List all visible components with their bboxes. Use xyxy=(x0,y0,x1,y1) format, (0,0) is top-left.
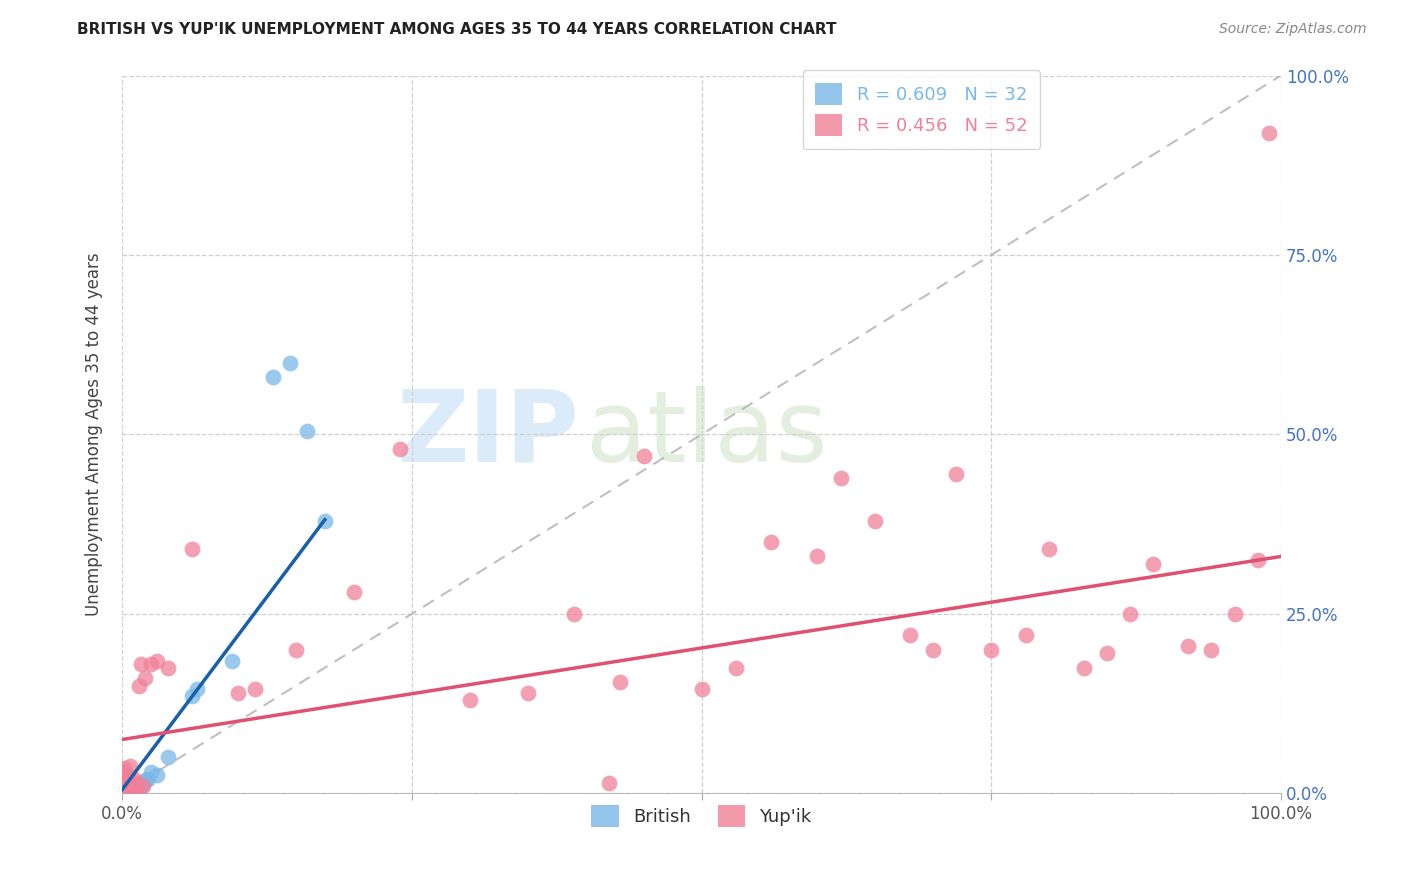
Point xyxy=(980,642,1002,657)
Point xyxy=(118,786,141,800)
Point xyxy=(127,780,149,795)
Point xyxy=(112,764,135,779)
Point xyxy=(117,784,139,798)
Text: BRITISH VS YUP'IK UNEMPLOYMENT AMONG AGES 35 TO 44 YEARS CORRELATION CHART: BRITISH VS YUP'IK UNEMPLOYMENT AMONG AGE… xyxy=(77,22,837,37)
Point xyxy=(690,682,713,697)
Point xyxy=(136,772,159,786)
Point xyxy=(111,772,134,786)
Point xyxy=(139,764,162,779)
Point xyxy=(1223,607,1246,621)
Point xyxy=(278,356,301,370)
Point xyxy=(122,772,145,786)
Point xyxy=(114,779,136,793)
Point xyxy=(865,514,887,528)
Point xyxy=(120,786,142,800)
Point xyxy=(128,679,150,693)
Point xyxy=(1142,557,1164,571)
Point xyxy=(1119,607,1142,621)
Legend: British, Yup'ik: British, Yup'ik xyxy=(585,798,818,835)
Point xyxy=(127,775,149,789)
Point xyxy=(122,779,145,793)
Point xyxy=(117,768,139,782)
Point xyxy=(922,642,945,657)
Point xyxy=(245,682,267,697)
Point xyxy=(127,779,149,793)
Point xyxy=(806,549,828,564)
Point xyxy=(117,775,139,789)
Point xyxy=(314,514,336,528)
Text: Source: ZipAtlas.com: Source: ZipAtlas.com xyxy=(1219,22,1367,37)
Point xyxy=(114,786,136,800)
Point xyxy=(180,690,202,704)
Point xyxy=(516,686,538,700)
Text: ZIP: ZIP xyxy=(396,386,579,483)
Point xyxy=(120,785,142,799)
Point xyxy=(120,782,142,797)
Point xyxy=(120,782,142,797)
Point xyxy=(124,779,146,793)
Point xyxy=(830,470,852,484)
Point xyxy=(759,535,782,549)
Point xyxy=(221,654,243,668)
Point xyxy=(132,779,155,793)
Point xyxy=(146,768,169,782)
Point xyxy=(180,542,202,557)
Point xyxy=(120,782,142,797)
Point xyxy=(262,370,284,384)
Point xyxy=(1073,661,1095,675)
Point xyxy=(226,686,249,700)
Point xyxy=(134,773,156,788)
Point xyxy=(129,778,152,792)
Point xyxy=(115,785,138,799)
Y-axis label: Unemployment Among Ages 35 to 44 years: Unemployment Among Ages 35 to 44 years xyxy=(86,252,103,616)
Point xyxy=(633,449,655,463)
Point xyxy=(1015,628,1038,642)
Point xyxy=(186,682,208,697)
Point xyxy=(1247,553,1270,567)
Text: atlas: atlas xyxy=(586,386,827,483)
Point xyxy=(139,657,162,672)
Point xyxy=(129,657,152,672)
Point xyxy=(134,672,156,686)
Point xyxy=(389,442,412,456)
Point xyxy=(157,750,180,764)
Point xyxy=(297,424,319,438)
Point xyxy=(598,775,620,789)
Point xyxy=(1201,642,1223,657)
Point xyxy=(562,607,585,621)
Point xyxy=(458,693,481,707)
Point xyxy=(1258,126,1281,140)
Point xyxy=(898,628,921,642)
Point xyxy=(146,654,169,668)
Point xyxy=(120,759,142,773)
Point xyxy=(121,785,143,799)
Point xyxy=(112,761,135,775)
Point xyxy=(1177,639,1199,653)
Point xyxy=(117,786,139,800)
Point xyxy=(122,782,145,797)
Point xyxy=(725,661,748,675)
Point xyxy=(128,782,150,797)
Point xyxy=(157,661,180,675)
Point xyxy=(125,782,148,797)
Point xyxy=(945,467,967,481)
Point xyxy=(284,642,307,657)
Point xyxy=(1038,542,1060,557)
Point xyxy=(122,780,145,795)
Point xyxy=(1095,646,1118,660)
Point xyxy=(125,782,148,797)
Point xyxy=(343,585,366,599)
Point xyxy=(609,675,631,690)
Point xyxy=(131,778,153,792)
Point xyxy=(132,775,155,789)
